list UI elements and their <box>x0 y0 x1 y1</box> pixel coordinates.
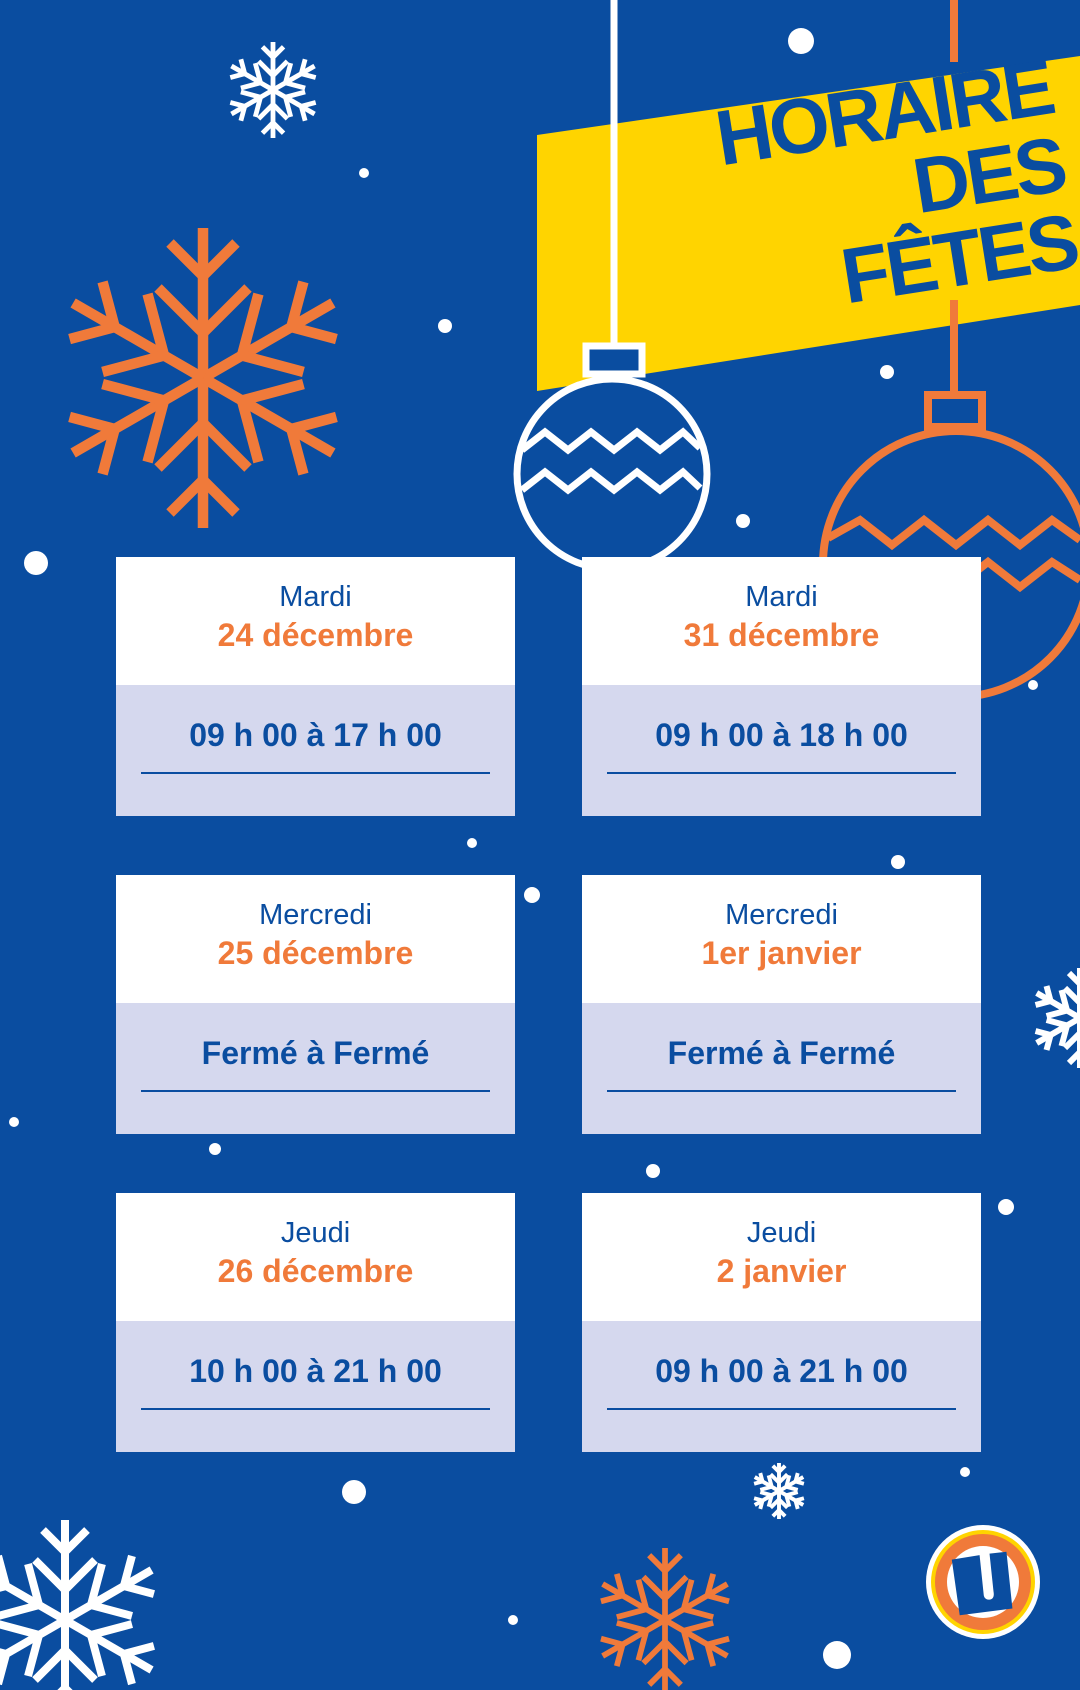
divider <box>607 1408 956 1410</box>
snowflake-icon <box>1029 968 1080 1068</box>
divider <box>141 772 490 774</box>
divider <box>607 1090 956 1092</box>
date-label: 31 décembre <box>683 617 880 653</box>
date-label: 25 décembre <box>217 935 414 971</box>
hours-label: 09 h 00 à 18 h 00 <box>655 717 908 753</box>
day-label: Jeudi <box>280 1217 351 1249</box>
date-label: 26 décembre <box>217 1253 414 1289</box>
divider <box>607 772 956 774</box>
snowflake-icon <box>224 42 322 138</box>
divider <box>141 1408 490 1410</box>
snowflake-icon <box>751 1463 808 1519</box>
hours-label: 10 h 00 à 21 h 00 <box>189 1353 442 1389</box>
schedule-card: Mardi 31 décembre 09 h 00 à 18 h 00 <box>582 557 981 816</box>
hours-label: 09 h 00 à 21 h 00 <box>655 1353 908 1389</box>
snowflake-icon <box>0 1520 167 1690</box>
date-label: 24 décembre <box>217 617 414 653</box>
day-label: Jeudi <box>746 1217 817 1249</box>
snowflake-icon <box>592 1548 738 1690</box>
date-label: 2 janvier <box>716 1253 847 1289</box>
day-label: Mardi <box>745 581 818 613</box>
schedule-card: Mardi 24 décembre 09 h 00 à 17 h 00 <box>116 557 515 816</box>
snow-dots <box>9 28 1038 1669</box>
schedule-card: Mercredi 1er janvier Fermé à Fermé <box>582 875 981 1134</box>
schedule-card: Mercredi 25 décembre Fermé à Fermé <box>116 875 515 1134</box>
hours-label: Fermé à Fermé <box>667 1035 896 1071</box>
day-label: Mercredi <box>725 899 838 931</box>
date-label: 1er janvier <box>701 935 862 971</box>
u-logo <box>926 1525 1040 1639</box>
day-label: Mardi <box>279 581 352 613</box>
divider <box>141 1090 490 1092</box>
snowflake-icon <box>51 228 356 528</box>
white-ornament-icon <box>513 0 711 573</box>
hours-label: 09 h 00 à 17 h 00 <box>189 717 442 753</box>
hours-label: Fermé à Fermé <box>201 1035 430 1071</box>
banner-shape <box>537 56 1080 391</box>
schedule-card: Jeudi 2 janvier 09 h 00 à 21 h 00 <box>582 1193 981 1452</box>
schedule-card: Jeudi 26 décembre 10 h 00 à 21 h 00 <box>116 1193 515 1452</box>
day-label: Mercredi <box>259 899 372 931</box>
